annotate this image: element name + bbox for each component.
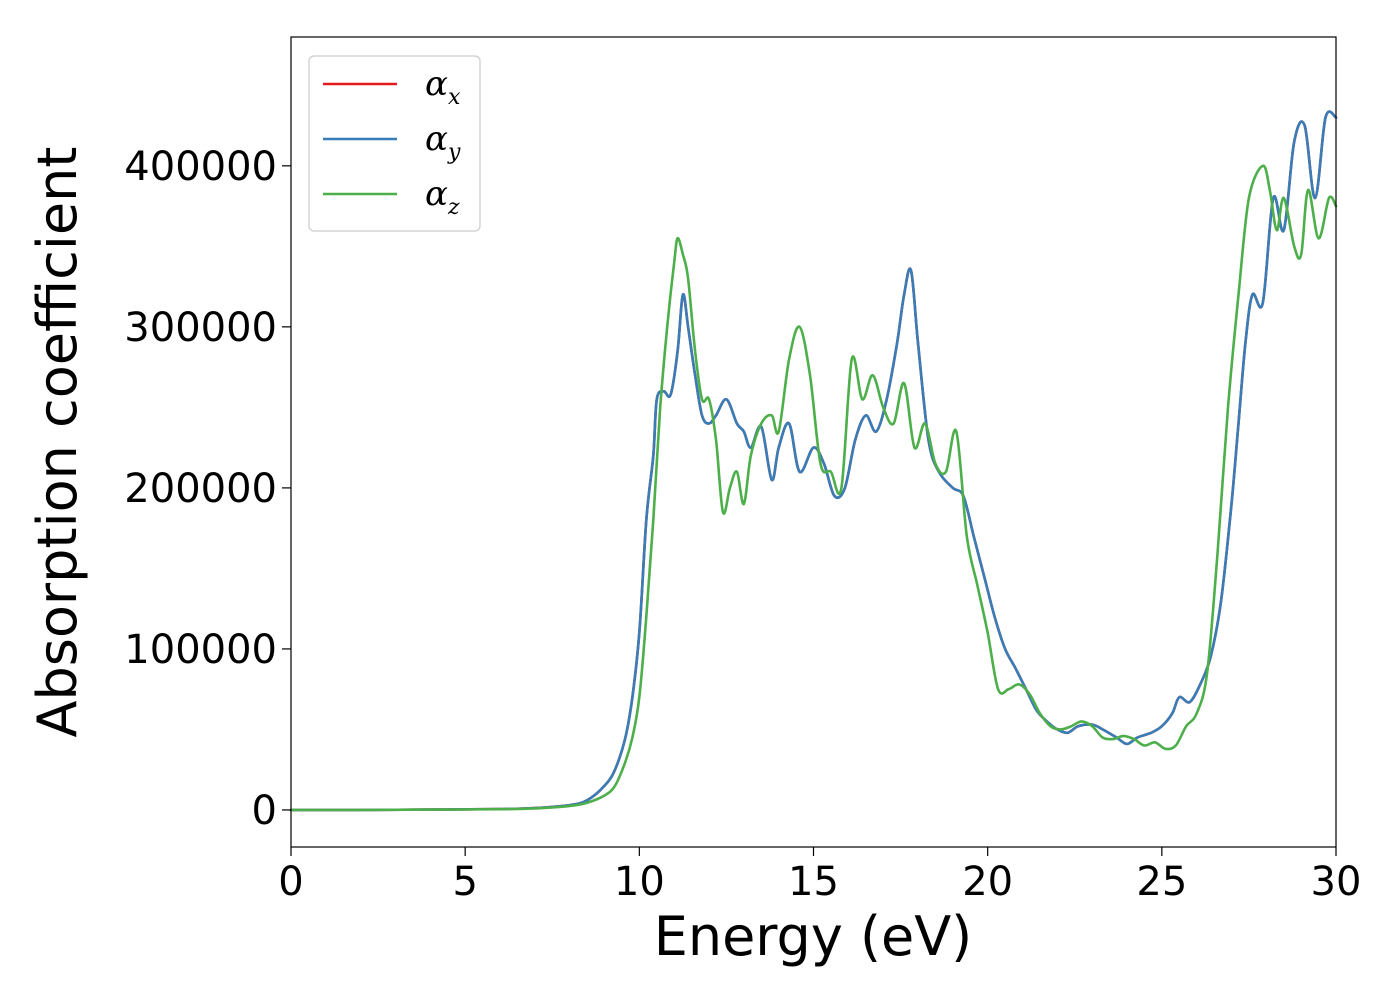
x-tick-label: 15: [788, 859, 839, 905]
x-tick-label: 10: [614, 859, 665, 905]
y-axis-title: Absorption coefficient: [26, 147, 89, 738]
legend: αx αy αz: [308, 55, 481, 232]
y-tick-label: 100000: [124, 627, 277, 673]
x-axis: 0 5 10 15 20 25 30: [278, 847, 1361, 905]
legend-label-x: αx: [425, 64, 461, 110]
x-tick-label: 0: [278, 859, 303, 905]
series-layer: [289, 110, 1338, 812]
x-tick-label: 20: [962, 859, 1013, 905]
x-tick-label: 5: [452, 859, 477, 905]
y-axis: 0 100000 200000 300000 400000: [124, 144, 291, 834]
legend-label-z: αz: [425, 174, 460, 220]
legend-box: [308, 55, 481, 232]
y-tick-label: 0: [252, 788, 277, 834]
y-tick-label: 400000: [124, 144, 277, 190]
series-line-y: [289, 110, 1338, 812]
series-line-z: [289, 164, 1338, 812]
x-tick-label: 25: [1136, 859, 1187, 905]
y-tick-label: 300000: [124, 305, 277, 351]
y-tick-label: 200000: [124, 466, 277, 512]
x-axis-title: Energy (eV): [654, 905, 973, 968]
legend-label-y: αy: [425, 119, 461, 165]
x-tick-label: 30: [1311, 859, 1362, 905]
